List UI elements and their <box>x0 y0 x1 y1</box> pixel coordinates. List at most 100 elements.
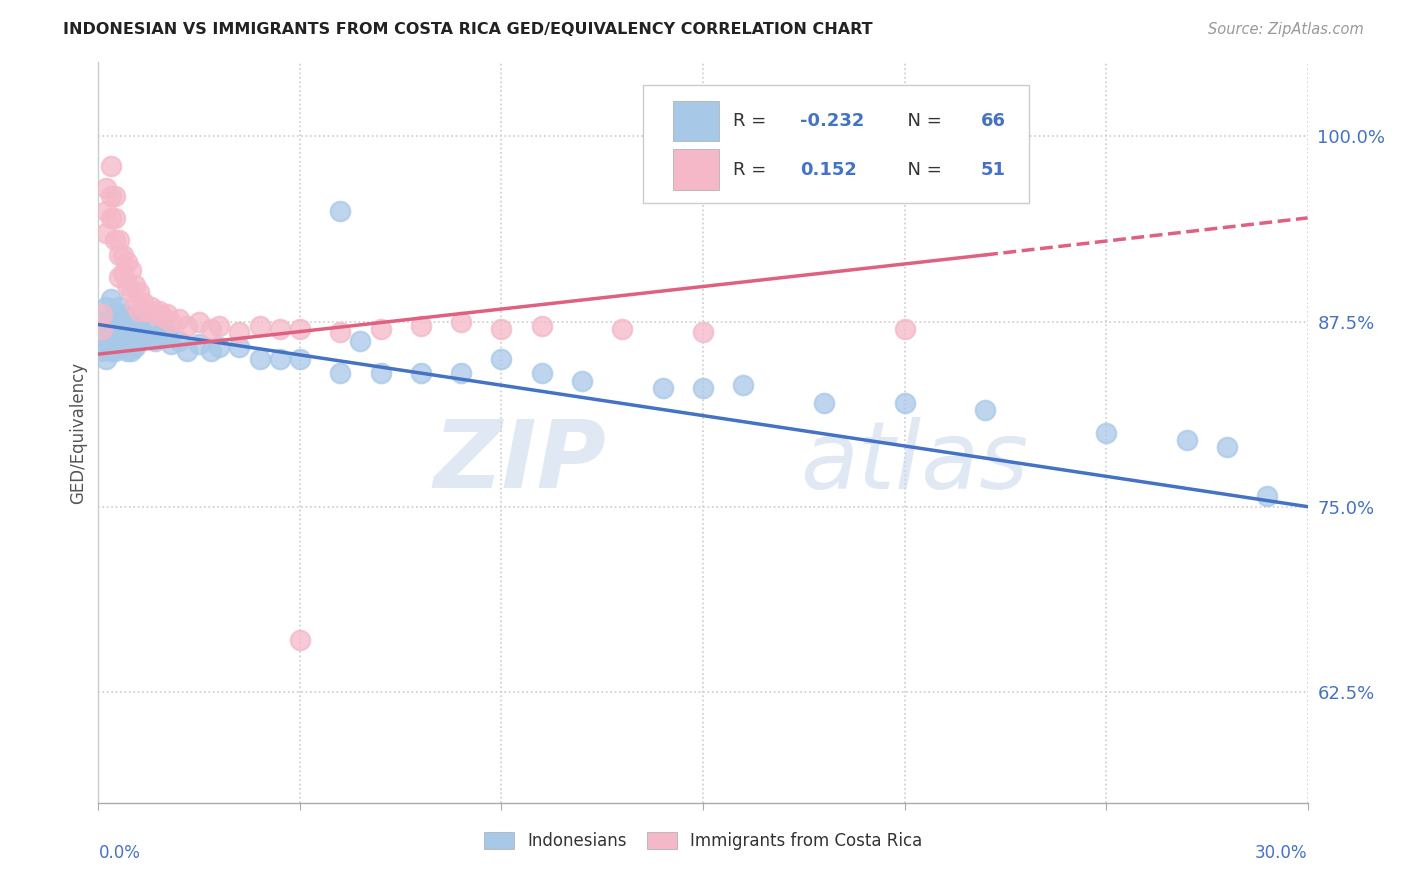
Point <box>200 344 222 359</box>
Point <box>139 322 162 336</box>
Point <box>124 322 146 336</box>
Point <box>100 344 122 359</box>
Point <box>91 322 114 336</box>
Point <box>100 159 122 173</box>
Point <box>143 334 166 348</box>
Point <box>135 329 157 343</box>
Text: R =: R = <box>734 161 778 178</box>
Point <box>370 322 392 336</box>
Point <box>115 344 138 359</box>
Point <box>96 203 118 218</box>
Point <box>107 233 129 247</box>
Point <box>491 322 513 336</box>
Point <box>139 300 162 314</box>
Point <box>111 307 134 321</box>
Text: Source: ZipAtlas.com: Source: ZipAtlas.com <box>1208 22 1364 37</box>
Point <box>120 262 142 277</box>
Point <box>450 367 472 381</box>
Point <box>128 315 150 329</box>
Point <box>135 304 157 318</box>
Point <box>111 322 134 336</box>
Point <box>115 255 138 269</box>
Legend: Indonesians, Immigrants from Costa Rica: Indonesians, Immigrants from Costa Rica <box>484 832 922 850</box>
Point <box>692 381 714 395</box>
Point <box>813 396 835 410</box>
Point <box>974 403 997 417</box>
Point <box>176 318 198 333</box>
Text: 51: 51 <box>981 161 1007 178</box>
Point <box>96 322 118 336</box>
Point <box>96 351 118 366</box>
Point <box>228 325 250 339</box>
Point <box>288 632 311 647</box>
Point <box>530 367 553 381</box>
Point <box>156 307 179 321</box>
Point <box>450 315 472 329</box>
Point <box>103 188 125 202</box>
Text: N =: N = <box>897 112 948 130</box>
Point <box>208 340 231 354</box>
Point <box>115 277 138 292</box>
Point <box>96 181 118 195</box>
Point <box>96 226 118 240</box>
Point <box>128 304 150 318</box>
Point <box>103 322 125 336</box>
Point <box>115 310 138 325</box>
Point <box>91 329 114 343</box>
Point <box>100 329 122 343</box>
Point <box>115 325 138 339</box>
FancyBboxPatch shape <box>643 85 1029 203</box>
Point <box>100 315 122 329</box>
Point <box>409 318 432 333</box>
Point <box>111 340 134 354</box>
Point <box>148 329 170 343</box>
Point <box>124 340 146 354</box>
Text: ZIP: ZIP <box>433 417 606 508</box>
Text: 0.0%: 0.0% <box>98 844 141 862</box>
Point <box>91 315 114 329</box>
Point <box>152 322 174 336</box>
Point <box>107 270 129 285</box>
Point <box>188 315 211 329</box>
Point <box>612 322 634 336</box>
Point <box>120 315 142 329</box>
Point <box>228 340 250 354</box>
Point <box>107 315 129 329</box>
Text: 30.0%: 30.0% <box>1256 844 1308 862</box>
Point <box>370 367 392 381</box>
FancyBboxPatch shape <box>673 101 718 142</box>
Point <box>91 307 114 321</box>
Point <box>148 304 170 318</box>
Point <box>107 336 129 351</box>
Text: 66: 66 <box>981 112 1007 130</box>
Point <box>103 307 125 321</box>
Point <box>152 310 174 325</box>
Point <box>143 307 166 321</box>
Point <box>156 329 179 343</box>
Point <box>733 378 755 392</box>
Point <box>893 322 915 336</box>
Point <box>96 300 118 314</box>
Point <box>100 211 122 225</box>
Point <box>160 336 183 351</box>
Point <box>288 322 311 336</box>
Point <box>1095 425 1118 440</box>
Point <box>349 334 371 348</box>
Text: INDONESIAN VS IMMIGRANTS FROM COSTA RICA GED/EQUIVALENCY CORRELATION CHART: INDONESIAN VS IMMIGRANTS FROM COSTA RICA… <box>63 22 873 37</box>
Point <box>571 374 593 388</box>
Point <box>91 344 114 359</box>
Text: atlas: atlas <box>800 417 1028 508</box>
Point <box>120 329 142 343</box>
Point <box>651 381 673 395</box>
Point <box>128 334 150 348</box>
Text: -0.232: -0.232 <box>800 112 865 130</box>
Point <box>249 318 271 333</box>
Point <box>128 285 150 299</box>
FancyBboxPatch shape <box>673 150 718 190</box>
Point <box>329 325 352 339</box>
Point <box>103 344 125 359</box>
Point <box>160 315 183 329</box>
Point <box>329 367 352 381</box>
Point <box>249 351 271 366</box>
Text: N =: N = <box>897 161 948 178</box>
